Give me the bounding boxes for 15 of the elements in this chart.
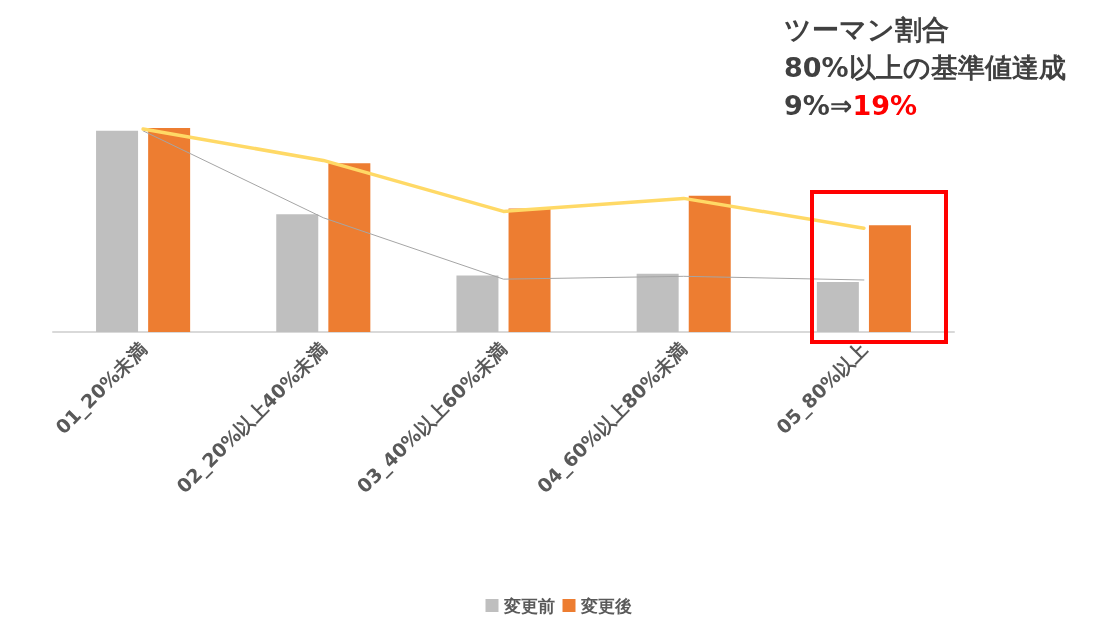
bar xyxy=(456,275,499,332)
bar xyxy=(508,208,551,332)
bar xyxy=(636,273,679,332)
text: 80%以上の基準値達成 xyxy=(784,52,1066,83)
bar xyxy=(148,128,191,332)
text: ツーマン割合 xyxy=(784,14,949,45)
bar xyxy=(96,130,139,332)
bar xyxy=(328,163,371,332)
bar xyxy=(276,214,319,332)
legend-label: 変更前 xyxy=(502,595,555,616)
text: 9%⇒19% xyxy=(784,90,918,121)
bar xyxy=(868,225,911,332)
bar xyxy=(688,195,731,332)
legend-label: 変更後 xyxy=(579,595,632,616)
bar xyxy=(816,282,859,332)
